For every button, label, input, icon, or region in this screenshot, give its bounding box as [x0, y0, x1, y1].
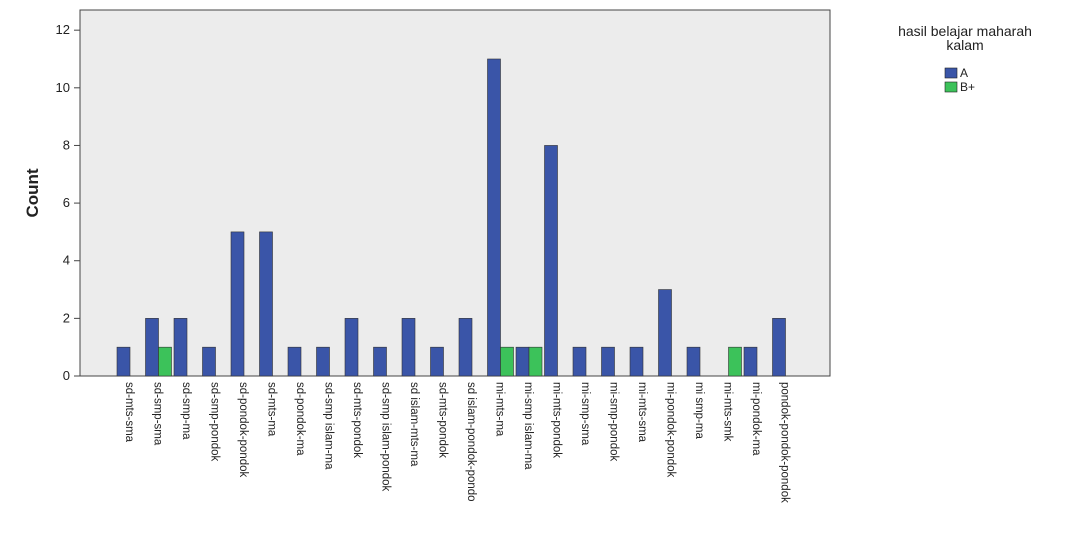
x-tick-label: mi-smp-sma [579, 382, 591, 446]
bar [401, 318, 416, 377]
bar [202, 346, 216, 377]
bar [430, 346, 444, 377]
bar [658, 289, 672, 377]
bar [572, 346, 587, 377]
bar [772, 318, 786, 377]
bar [316, 346, 330, 377]
bar [158, 346, 172, 377]
bar [173, 318, 188, 377]
x-tick-label: sd islam-mts-ma [408, 382, 420, 467]
bar [500, 346, 514, 377]
x-tick-label: sd-smp-pondok [209, 382, 221, 462]
bar [544, 145, 558, 377]
bar [116, 346, 131, 377]
x-tick-label: sd-mts-ma [266, 382, 278, 437]
bar [528, 346, 543, 377]
x-tick-label: mi-smp-pondok [608, 382, 620, 461]
x-tick-label: mi-smp islam-ma [522, 382, 534, 470]
x-tick-label: sd-smp islam-ma [323, 382, 335, 470]
bar [686, 346, 701, 377]
x-tick-label: pondok-pondok-pondok [779, 382, 791, 503]
x-tick-label: mi smp-ma [693, 382, 705, 439]
x-tick-label: mi-mts-pondok [551, 382, 563, 458]
bar [230, 231, 245, 377]
bar [629, 346, 644, 377]
y-tick-label: 8 [63, 137, 70, 152]
x-tick-label: sd-pondok-pondok [237, 382, 249, 478]
bar [743, 346, 758, 377]
y-tick-label: 0 [63, 368, 70, 383]
bar [728, 346, 742, 377]
legend-swatch [944, 67, 958, 79]
bar [515, 346, 530, 377]
bar [145, 318, 159, 377]
x-tick-label: sd-smp islam-pondok [380, 382, 392, 492]
bar [287, 346, 302, 377]
x-tick-label: sd-pondok-ma [294, 382, 306, 456]
y-tick-label: 4 [63, 253, 70, 268]
legend-label: B+ [960, 80, 975, 94]
x-tick-label: mi-mts-smk [722, 382, 734, 442]
x-tick-label: sd islam-pondok-pondo [465, 382, 477, 502]
x-tick-label: sd-smp-ma [180, 382, 192, 440]
x-tick-label: sd-mts-pondok [351, 382, 363, 458]
x-tick-label: mi-pondok-ma [750, 382, 762, 456]
y-axis-label: Count [23, 168, 42, 217]
legend-label: A [960, 66, 968, 80]
legend-title-line: hasil belajar maharah [898, 23, 1032, 39]
bar [487, 58, 501, 377]
bar [458, 318, 473, 377]
y-tick-label: 2 [63, 310, 70, 325]
y-tick-label: 10 [56, 80, 70, 95]
bar [259, 231, 273, 377]
x-tick-label: mi-mts-ma [494, 382, 506, 437]
x-tick-label: sd-smp-sma [152, 382, 164, 446]
x-tick-label: sd-mts-pondok [437, 382, 449, 458]
x-tick-label: mi-pondok-pondok [665, 382, 677, 478]
plot-area [79, 9, 831, 377]
legend-swatch [944, 81, 958, 93]
x-tick-label: sd-mts-sma [123, 382, 135, 443]
y-tick-label: 6 [63, 195, 70, 210]
bar [601, 346, 615, 377]
y-tick-label: 12 [56, 22, 70, 37]
bar [344, 318, 359, 377]
legend-title-line: kalam [946, 37, 983, 53]
x-tick-label: mi-mts-sma [636, 382, 648, 443]
bar [373, 346, 387, 377]
legend-title: hasil belajar maharah kalam [898, 23, 1032, 53]
